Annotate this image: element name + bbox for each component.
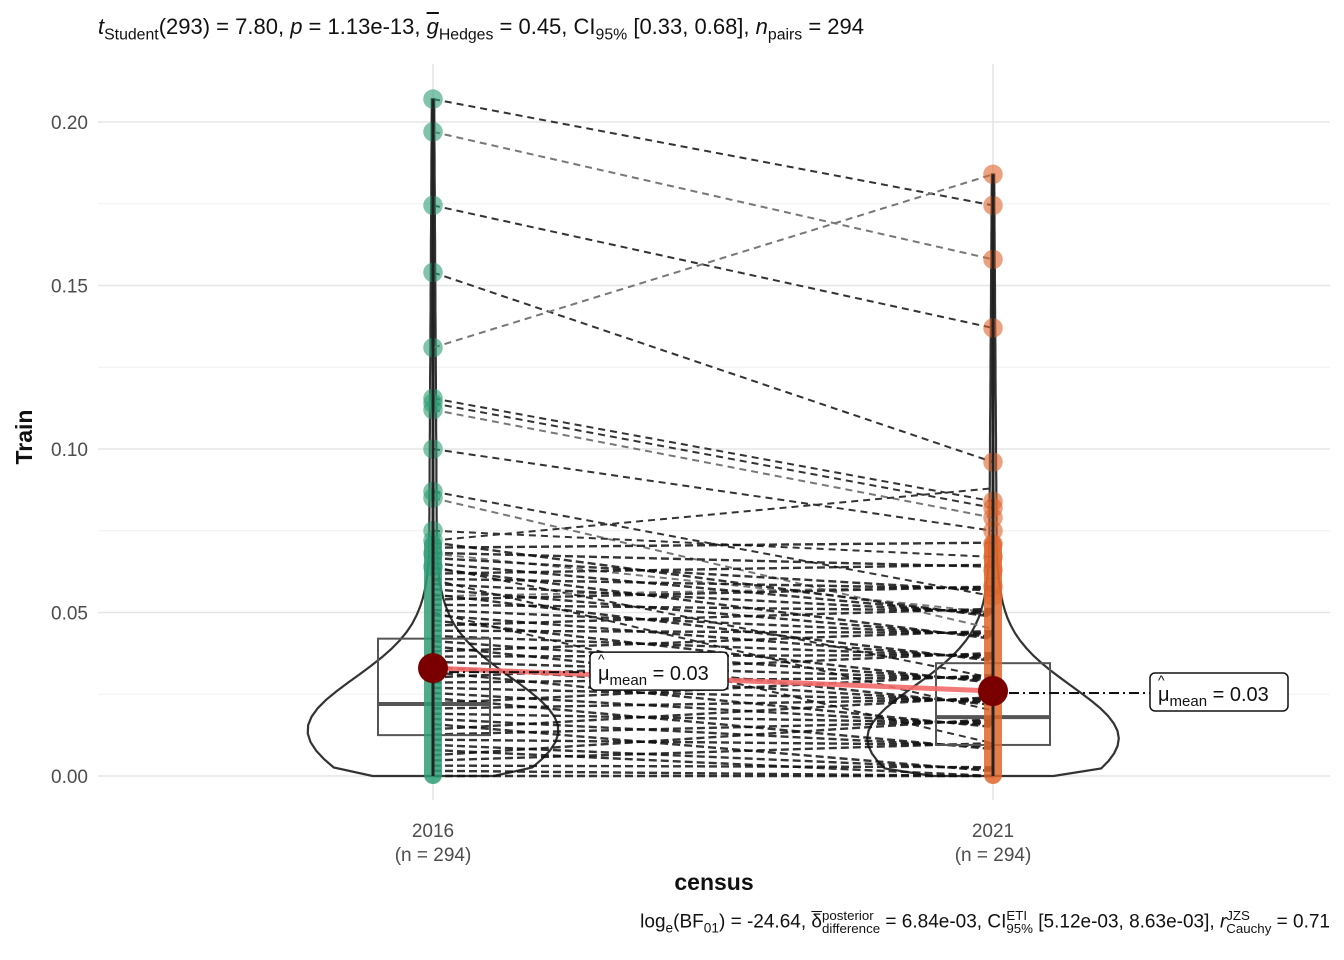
x-tick-label: 2021 [972,821,1014,842]
paired-line [432,613,994,661]
mean-label-box [589,651,729,691]
paired-line [432,587,994,639]
paired-line [432,671,994,729]
paired-line [432,397,994,503]
paired-line [432,697,994,710]
mean-label-box [1149,672,1289,712]
y-tick-label: 0.05 [51,604,88,625]
paired-line [432,741,994,762]
paired-line [432,717,994,749]
y-tick-label: 0.15 [51,277,88,298]
paired-line [432,563,994,575]
paired-line [432,696,994,751]
data-points [423,89,1003,784]
mean-hat: ^ [598,651,605,667]
y-tick-label: 0.20 [51,113,88,134]
paired-line [432,608,994,637]
y-tick-label: 0.00 [51,767,88,788]
x-axis-title: census [674,869,753,895]
paired-line [432,691,994,727]
paired-line [432,722,994,773]
paired-line [432,634,994,659]
paired-line [432,607,994,627]
axes: 0.00 0.05 0.10 0.15 0.20 2016 (n = 294) 2021 (n … [11,113,1031,895]
paired-line [432,408,994,519]
paired-line [432,593,994,663]
paired-line [432,402,994,509]
paired-line [432,629,994,653]
mean-point-2021 [978,675,1008,706]
mean-point-2016 [418,653,448,684]
paired-line [432,541,994,549]
x-tick-n-label: (n = 294) [955,845,1032,866]
paired-line [432,541,994,618]
paired-line [432,582,994,614]
paired-line [432,562,994,616]
paired-line [432,738,994,747]
paired-line [432,173,994,349]
paired-line [432,487,994,542]
chart-caption: loge(BF01) = -24.64, δ posterior differenc… [640,908,1330,936]
paired-line [432,577,994,590]
paired-line [432,686,994,703]
paired-line [432,629,994,635]
chart-subtitle: tStudent(293) = 7.80, p = 1.13e-13, gHed… [98,14,864,44]
paired-line [432,719,994,736]
mean-hat: ^ [1158,672,1165,688]
paired-line [432,748,994,778]
y-axis-title: Train [11,410,37,465]
x-tick-label: 2016 [412,821,454,842]
paired-line [432,130,994,261]
paired-line [432,529,994,558]
paired-line [432,551,994,568]
paired-line [432,712,994,725]
violin-spine-2021 [991,174,995,776]
paired-line [432,585,994,601]
paired-line [432,743,994,771]
paired-line [432,717,994,757]
mean-label-2016: μmean = 0.03 [598,663,709,689]
paired-line [432,271,994,464]
paired-line [432,490,994,598]
paired-line [432,769,994,778]
paired-line [432,603,994,613]
paired-line [432,695,994,731]
y-tick-label: 0.10 [51,440,88,461]
paired-line [432,764,994,769]
paired-line [432,448,994,532]
paired-lines [432,98,994,778]
paired-line [432,585,994,598]
paired-line [432,204,994,329]
x-tick-n-label: (n = 294) [395,845,472,866]
paired-line [432,556,994,592]
violin-spine-2016 [431,99,435,777]
mean-label-2021: μmean = 0.03 [1158,684,1269,710]
mean-markers: μmean = 0.03^μmean = 0.03^ [418,651,1289,712]
paired-line [432,98,994,207]
paired-line [432,567,994,640]
